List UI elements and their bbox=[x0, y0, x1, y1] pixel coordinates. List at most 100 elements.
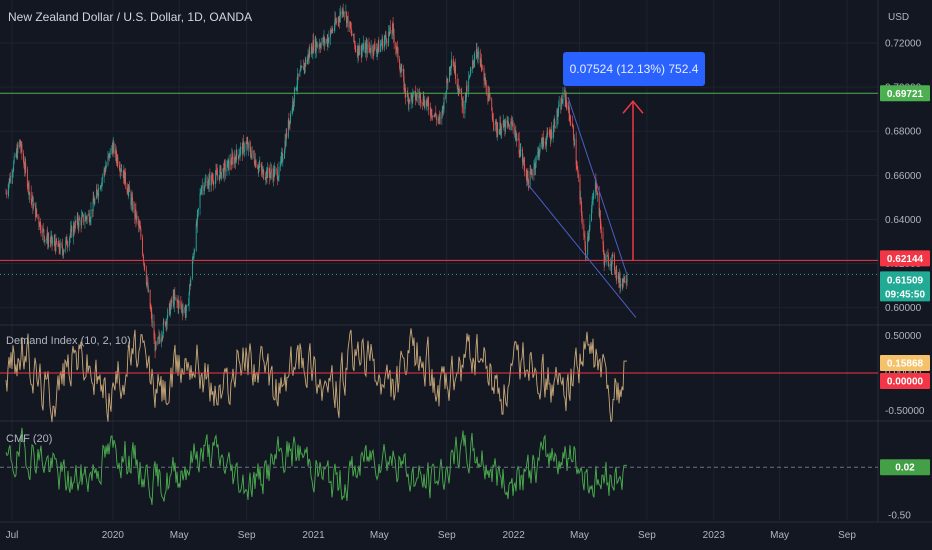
candle-body bbox=[135, 209, 137, 220]
time-tick-label: Sep bbox=[438, 530, 456, 541]
candle-body bbox=[159, 338, 161, 343]
candle-body bbox=[236, 150, 238, 156]
candle-body bbox=[186, 305, 188, 307]
candle-body bbox=[492, 119, 494, 124]
candle-body bbox=[473, 60, 475, 64]
candle-body bbox=[435, 112, 437, 117]
candle-body bbox=[227, 159, 229, 162]
candle-body bbox=[404, 84, 406, 93]
candle-body bbox=[589, 221, 591, 230]
candle-body bbox=[273, 169, 275, 177]
price-range-measurement[interactable]: 0.07524 (12.13%) 752.4 bbox=[563, 52, 705, 86]
candle-body bbox=[561, 99, 563, 104]
candle-body bbox=[195, 223, 197, 251]
candle-body bbox=[191, 260, 193, 279]
candle-body bbox=[209, 175, 211, 186]
candle-body bbox=[268, 167, 270, 174]
candle-body bbox=[470, 69, 472, 71]
candle-body bbox=[286, 132, 288, 137]
candle-body bbox=[142, 254, 144, 257]
candle-body bbox=[349, 22, 351, 28]
candle-body bbox=[381, 38, 383, 45]
candle-body bbox=[507, 122, 509, 124]
candle-body bbox=[162, 322, 164, 334]
candle-body bbox=[389, 26, 391, 34]
candle-body bbox=[480, 59, 482, 68]
price-badge-red-bg bbox=[880, 250, 930, 267]
candle-body bbox=[282, 158, 284, 161]
candle-body bbox=[105, 165, 107, 168]
candle-body bbox=[623, 276, 625, 283]
candle-body bbox=[223, 163, 225, 177]
candle-body bbox=[584, 236, 586, 246]
candle-body bbox=[625, 280, 627, 283]
candle-body bbox=[231, 155, 233, 158]
candle-body bbox=[57, 243, 59, 247]
candle-body bbox=[23, 153, 24, 163]
candle-body bbox=[270, 169, 272, 174]
candle-body bbox=[339, 11, 341, 16]
candle-body bbox=[362, 48, 364, 50]
candle-body bbox=[502, 121, 504, 127]
candle-body bbox=[423, 96, 425, 105]
candle-body bbox=[247, 142, 249, 149]
candle-body bbox=[382, 38, 384, 49]
candle-body bbox=[481, 67, 483, 69]
candle-body bbox=[265, 170, 267, 179]
candle-body bbox=[207, 184, 209, 188]
candle-body bbox=[24, 167, 26, 170]
candle-body bbox=[146, 282, 148, 284]
candle-body bbox=[498, 129, 500, 135]
candle-body bbox=[58, 241, 60, 250]
candle-body bbox=[370, 46, 372, 53]
candle-body bbox=[441, 106, 443, 116]
candle-body bbox=[376, 49, 378, 53]
time-tick-label: May bbox=[570, 530, 589, 541]
candle-body bbox=[487, 93, 489, 102]
candle-body bbox=[451, 59, 453, 66]
candle-body bbox=[29, 192, 30, 196]
candle-body bbox=[189, 284, 191, 294]
candle-body bbox=[312, 40, 314, 53]
candle-body bbox=[224, 163, 226, 165]
candle-body bbox=[547, 131, 549, 133]
candle-body bbox=[512, 123, 514, 127]
candle-body bbox=[535, 156, 537, 164]
candle-body bbox=[522, 161, 524, 162]
candle-body bbox=[331, 29, 333, 33]
candle-body bbox=[304, 59, 306, 68]
candle-body bbox=[115, 149, 117, 158]
candle-body bbox=[108, 155, 109, 157]
candle-body bbox=[373, 44, 375, 46]
candle-body bbox=[360, 45, 362, 56]
candle-body bbox=[199, 193, 201, 209]
candle-body bbox=[515, 132, 517, 141]
candle-body bbox=[122, 170, 124, 178]
candle-body bbox=[337, 18, 339, 23]
candle-body bbox=[545, 143, 547, 145]
candle-body bbox=[562, 92, 564, 103]
time-tick-label: Sep bbox=[638, 530, 656, 541]
candle-body bbox=[178, 301, 180, 309]
candle-body bbox=[316, 42, 318, 47]
candle-body bbox=[480, 59, 482, 63]
candle-body bbox=[274, 169, 276, 170]
candle-body bbox=[188, 303, 189, 306]
candle-body bbox=[217, 175, 219, 176]
candle-body bbox=[43, 235, 45, 242]
candle-body bbox=[587, 236, 589, 255]
candle-body bbox=[378, 41, 380, 52]
candle-body bbox=[473, 62, 475, 64]
candle-body bbox=[255, 160, 257, 167]
candle-body bbox=[406, 93, 408, 97]
candle-body bbox=[443, 106, 444, 110]
candle-body bbox=[551, 129, 552, 139]
candle-body bbox=[185, 311, 187, 315]
candle-body bbox=[614, 255, 615, 271]
candle-body bbox=[235, 150, 237, 163]
candle-body bbox=[395, 42, 397, 49]
candle-body bbox=[550, 129, 552, 140]
price-tick-label: 0.68000 bbox=[885, 127, 922, 138]
candle-body bbox=[365, 46, 367, 53]
